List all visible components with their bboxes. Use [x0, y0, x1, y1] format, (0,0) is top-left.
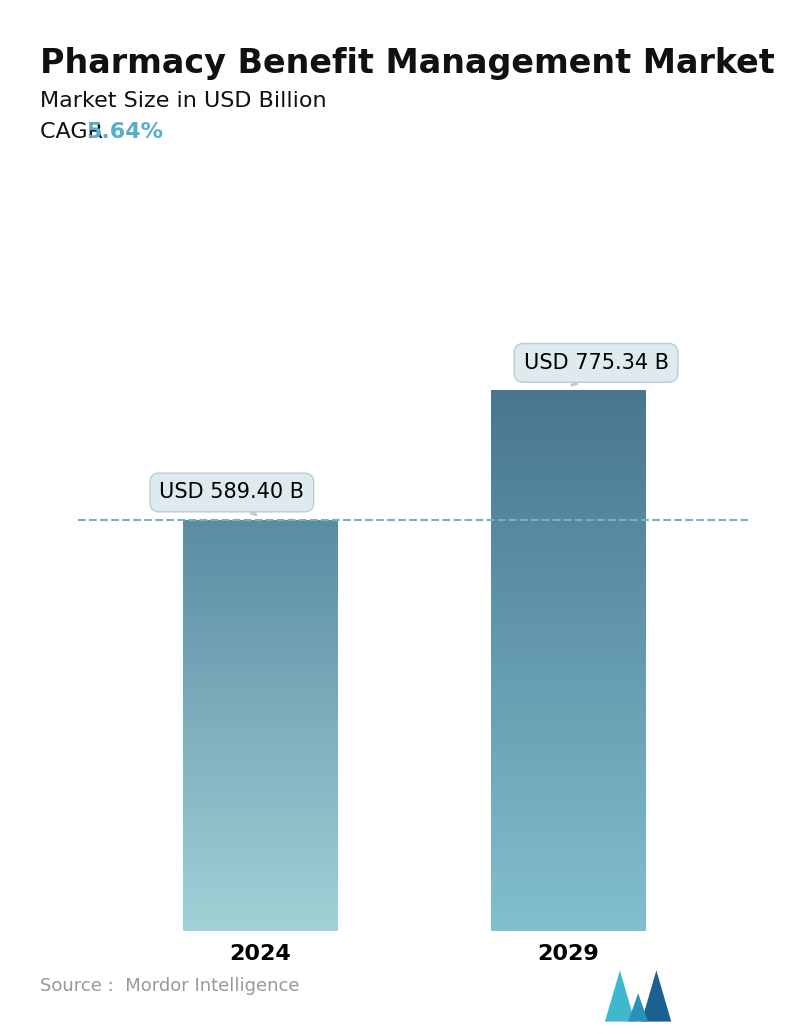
Text: USD 589.40 B: USD 589.40 B: [159, 483, 304, 515]
Polygon shape: [628, 993, 648, 1022]
Text: Source :  Mordor Intelligence: Source : Mordor Intelligence: [40, 977, 299, 995]
Text: Market Size in USD Billion: Market Size in USD Billion: [40, 91, 326, 111]
Text: Pharmacy Benefit Management Market: Pharmacy Benefit Management Market: [40, 47, 775, 80]
Text: USD 775.34 B: USD 775.34 B: [524, 353, 669, 386]
Text: CAGR: CAGR: [40, 122, 110, 142]
Polygon shape: [605, 970, 635, 1022]
Text: 5.64%: 5.64%: [86, 122, 163, 142]
Polygon shape: [642, 970, 671, 1022]
